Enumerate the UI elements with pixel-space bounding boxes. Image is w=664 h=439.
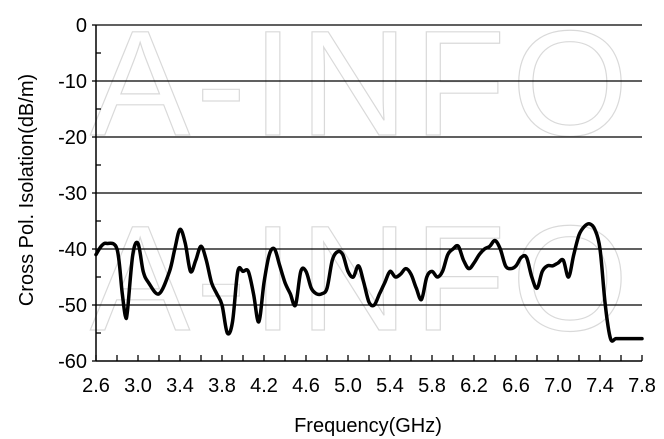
watermark-top: A-INFO xyxy=(90,0,634,167)
series-line xyxy=(94,221,644,343)
x-tick-label: 3.0 xyxy=(124,375,152,397)
y-tick-label: -40 xyxy=(58,239,87,261)
axes xyxy=(92,24,643,362)
y-tick-label: -30 xyxy=(58,183,87,205)
y-tick-labels: 0 -10 -20 -30 -40 -50 -60 xyxy=(58,15,87,373)
x-tick-labels: 2.6 3.0 3.4 3.8 4.2 4.6 5.0 5.4 5.8 6.2 6.6 7.0 7.4 7… xyxy=(82,375,656,397)
y-tick-label: 0 xyxy=(76,15,87,37)
x-tick-label: 7.4 xyxy=(586,375,614,397)
y-tick-label: -50 xyxy=(58,295,87,317)
y-tick-label: -20 xyxy=(58,127,87,149)
y-tick-label: -60 xyxy=(58,351,87,373)
x-tick-label: 3.4 xyxy=(166,375,194,397)
x-tick-label: 6.6 xyxy=(502,375,530,397)
x-tick-label: 7.0 xyxy=(544,375,572,397)
x-tick-label: 4.6 xyxy=(292,375,320,397)
x-tick-label: 5.8 xyxy=(418,375,446,397)
y-tick-label: -10 xyxy=(58,71,87,93)
x-tick-label: 5.0 xyxy=(334,375,362,397)
x-axis-title: Frequency(GHz) xyxy=(294,415,442,437)
x-tick-label: 4.2 xyxy=(250,375,278,397)
x-tick-label: 6.2 xyxy=(460,375,488,397)
x-tick-label: 7.8 xyxy=(628,375,656,397)
x-tick-label: 3.8 xyxy=(208,375,236,397)
x-tick-label: 5.4 xyxy=(376,375,404,397)
x-tick-label: 2.6 xyxy=(82,375,110,397)
y-axis-title: Cross Pol. Isolation(dB/m) xyxy=(16,74,38,306)
